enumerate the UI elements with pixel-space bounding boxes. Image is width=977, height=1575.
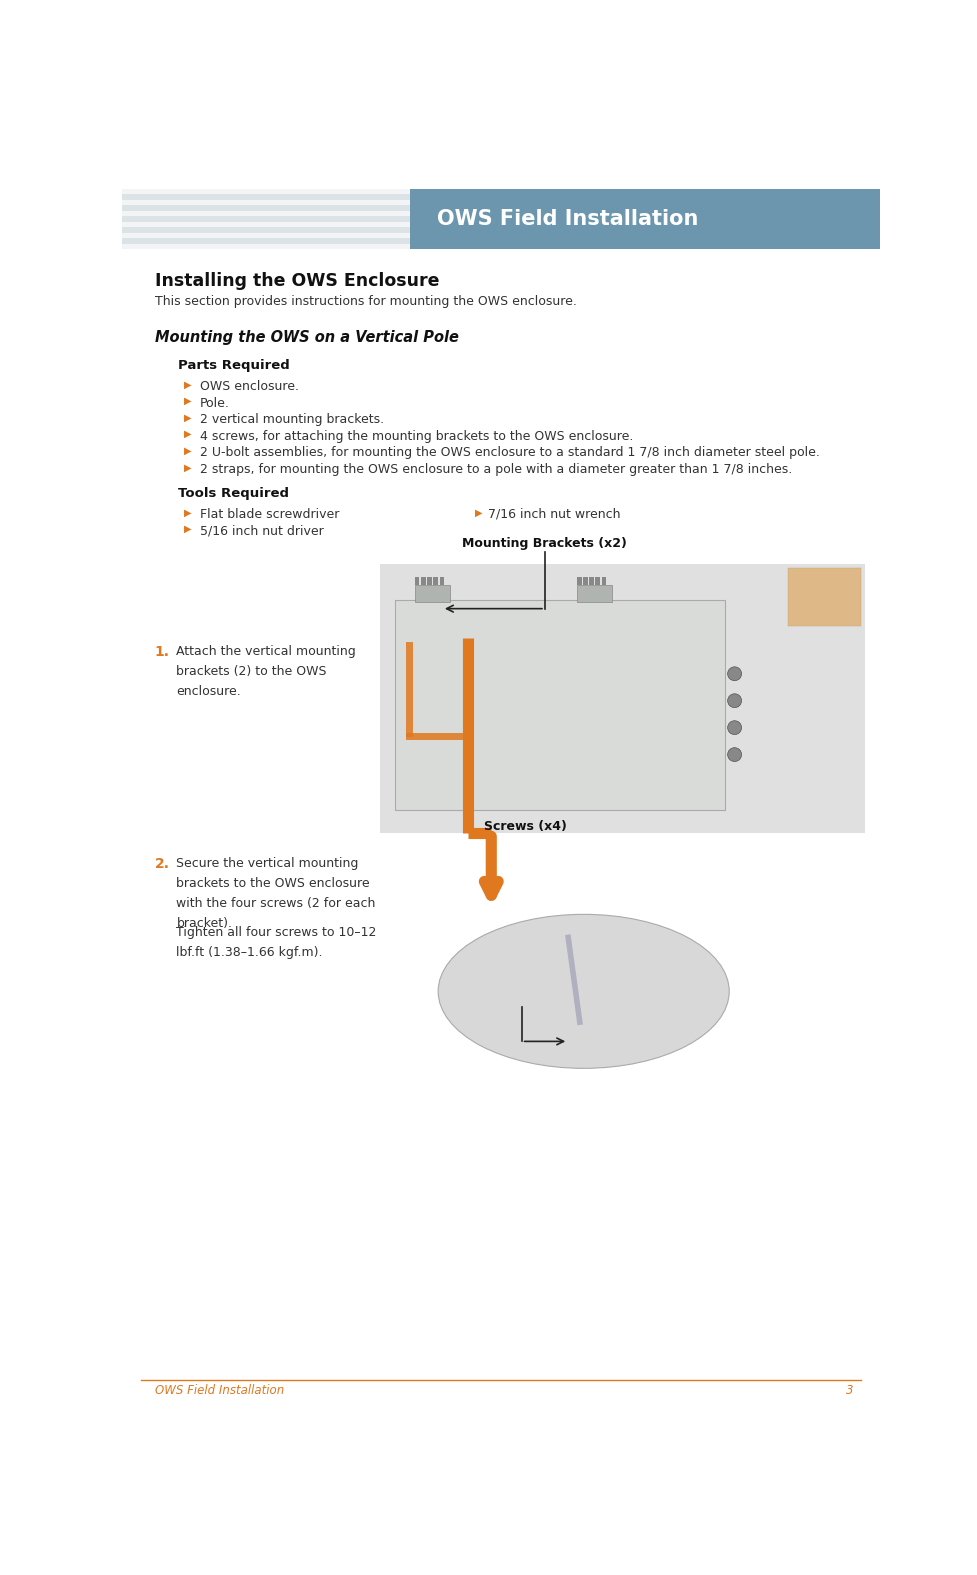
Text: Attach the vertical mounting
brackets (2) to the OWS
enclosure.: Attach the vertical mounting brackets (2… xyxy=(176,644,356,698)
Bar xyxy=(786,569,861,625)
Text: 5/16 inch nut driver: 5/16 inch nut driver xyxy=(199,524,323,537)
Bar xyxy=(122,194,410,200)
Bar xyxy=(122,233,410,238)
Text: OWS enclosure.: OWS enclosure. xyxy=(199,380,298,392)
Bar xyxy=(122,189,410,194)
Circle shape xyxy=(727,666,741,680)
Text: Tighten all four screws to 10–12
lbf.ft (1.38–1.66 kgf.m).: Tighten all four screws to 10–12 lbf.ft … xyxy=(176,926,376,959)
Ellipse shape xyxy=(438,915,729,1068)
Bar xyxy=(380,564,865,833)
Text: 2 straps, for mounting the OWS enclosure to a pole with a diameter greater than : 2 straps, for mounting the OWS enclosure… xyxy=(199,463,791,476)
Text: 2.: 2. xyxy=(154,857,170,871)
Text: OWS Field Installation: OWS Field Installation xyxy=(154,1384,283,1397)
Bar xyxy=(595,576,600,584)
Text: OWS Field Installation: OWS Field Installation xyxy=(437,209,698,228)
Bar xyxy=(440,576,444,584)
Text: Flat blade screwdriver: Flat blade screwdriver xyxy=(199,507,339,521)
Text: Installing the OWS Enclosure: Installing the OWS Enclosure xyxy=(154,272,439,290)
Text: 2 U-bolt assemblies, for mounting the OWS enclosure to a standard 1 7/8 inch dia: 2 U-bolt assemblies, for mounting the OW… xyxy=(199,446,819,460)
Text: Secure the vertical mounting
brackets to the OWS enclosure
with the four screws : Secure the vertical mounting brackets to… xyxy=(176,857,375,929)
Bar xyxy=(589,576,593,584)
Text: ▶: ▶ xyxy=(184,413,191,422)
Text: ▶: ▶ xyxy=(184,524,191,534)
Text: 3: 3 xyxy=(845,1384,852,1397)
Text: ▶: ▶ xyxy=(184,380,191,389)
Text: ▶: ▶ xyxy=(184,430,191,439)
Bar xyxy=(122,244,410,249)
Bar xyxy=(395,600,725,811)
Bar xyxy=(122,205,410,211)
Bar xyxy=(601,576,606,584)
Bar xyxy=(427,576,432,584)
Text: ▶: ▶ xyxy=(474,507,482,518)
Bar xyxy=(420,576,425,584)
Bar xyxy=(576,584,612,602)
Bar xyxy=(410,189,879,249)
Bar xyxy=(576,576,581,584)
Bar xyxy=(405,734,465,740)
Bar xyxy=(414,576,419,584)
Text: This section provides instructions for mounting the OWS enclosure.: This section provides instructions for m… xyxy=(154,295,576,309)
Text: 4 screws, for attaching the mounting brackets to the OWS enclosure.: 4 screws, for attaching the mounting bra… xyxy=(199,430,632,443)
Text: ▶: ▶ xyxy=(184,463,191,472)
Text: Pole.: Pole. xyxy=(199,397,230,410)
Bar xyxy=(414,584,449,602)
Bar xyxy=(122,216,410,222)
Text: Mounting the OWS on a Vertical Pole: Mounting the OWS on a Vertical Pole xyxy=(154,329,458,345)
Bar xyxy=(122,222,410,227)
Text: Screws (x4): Screws (x4) xyxy=(483,821,566,833)
Text: 2 vertical mounting brackets.: 2 vertical mounting brackets. xyxy=(199,413,384,427)
Bar xyxy=(122,227,410,233)
Text: 7/16 inch nut wrench: 7/16 inch nut wrench xyxy=(488,507,619,521)
Text: ▶: ▶ xyxy=(184,446,191,455)
Text: ▶: ▶ xyxy=(184,507,191,518)
Text: Parts Required: Parts Required xyxy=(178,359,289,372)
Bar xyxy=(405,643,412,737)
Bar xyxy=(433,576,438,584)
Bar xyxy=(582,576,587,584)
Bar xyxy=(122,200,410,205)
Text: Mounting Brackets (x2): Mounting Brackets (x2) xyxy=(462,537,626,550)
Text: 1.: 1. xyxy=(154,644,170,658)
Bar xyxy=(122,238,410,244)
Circle shape xyxy=(727,748,741,762)
Text: Tools Required: Tools Required xyxy=(178,487,289,499)
Text: ▶: ▶ xyxy=(184,397,191,406)
Circle shape xyxy=(727,721,741,734)
Circle shape xyxy=(727,693,741,707)
Bar xyxy=(122,211,410,216)
